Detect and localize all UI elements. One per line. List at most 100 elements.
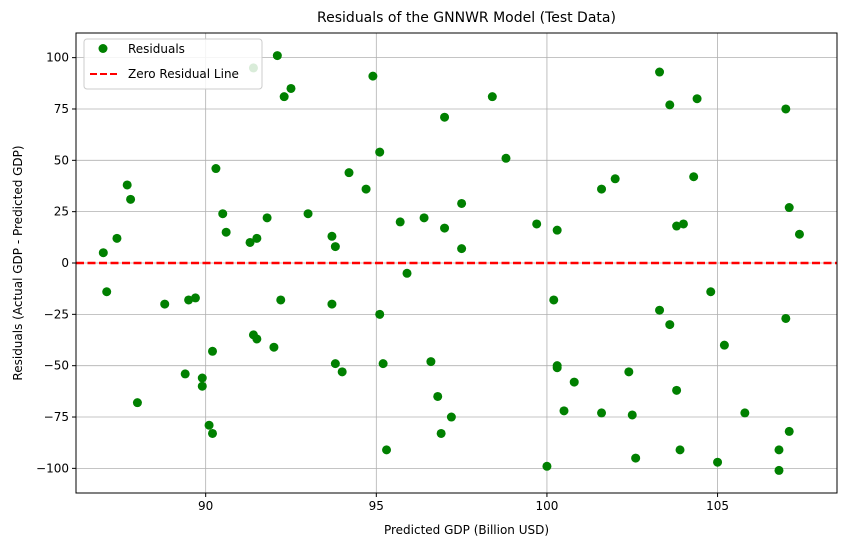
residual-point [180,369,190,379]
residual-point [774,465,784,475]
residual-point [190,293,200,303]
x-axis-ticks: 90 95 100 105 [198,493,729,513]
residual-point [713,457,723,467]
residual-point [252,233,262,243]
residual-point [276,295,286,305]
residual-point [440,223,450,233]
residual-point [552,225,562,235]
residual-point [395,217,405,227]
residual-point [784,426,794,436]
residual-point [542,461,552,471]
y-tick-label: 0 [61,256,69,270]
legend-marker-residuals [98,44,108,53]
residual-point [719,340,729,350]
residual-point [126,194,136,204]
y-tick-label: 50 [54,153,69,167]
residual-point [665,320,675,330]
residual-point [211,164,221,174]
legend-label-residuals: Residuals [128,42,185,56]
legend-label-zero-line: Zero Residual Line [128,67,239,81]
residual-point [197,373,207,383]
residual-point [624,367,634,377]
residual-point [375,147,385,157]
residual-point [327,299,337,309]
residual-point [627,410,637,420]
residual-point [692,94,702,104]
residual-point [269,342,279,352]
residual-point [272,51,282,61]
y-tick-label: −25 [44,307,69,321]
x-tick-label: 100 [535,499,558,513]
residual-point [784,203,794,213]
residual-point [197,381,207,391]
residual-point [457,198,467,208]
residual-point [204,420,214,430]
residual-point [262,213,272,223]
residual-point [252,334,262,344]
residual-point [160,299,170,309]
residual-point [330,242,340,252]
residual-point [706,287,716,297]
residual-point [426,357,436,367]
residual-point [631,453,641,463]
residual-point [436,428,446,438]
residual-point [344,168,354,178]
legend: Residuals Zero Residual Line [83,38,263,90]
residual-point [457,244,467,254]
residual-point [112,233,122,243]
residual-point [794,229,804,239]
residual-point [446,412,456,422]
y-tick-label: −100 [36,461,69,475]
residual-point [597,408,607,418]
residual-point [303,209,313,219]
residual-point [419,213,429,223]
residual-point [122,180,132,190]
residual-point [781,313,791,323]
residual-point [378,359,388,369]
y-tick-label: −50 [44,359,69,373]
residual-point [132,398,142,408]
residual-point [368,71,378,81]
residual-point [102,287,112,297]
x-tick-label: 105 [706,499,729,513]
residual-point [655,67,665,77]
chart-title: Residuals of the GNNWR Model (Test Data) [317,10,616,26]
residual-point [433,391,443,401]
residual-point [672,385,682,395]
residual-point [689,172,699,182]
residual-point [218,209,228,219]
residual-point [675,445,685,455]
residual-point [559,406,569,416]
residual-point [501,153,511,163]
residual-point [440,112,450,122]
residual-point [98,248,108,258]
residual-point [361,184,371,194]
residual-point [327,231,337,241]
residual-point [221,227,231,237]
residual-point [245,237,255,247]
x-axis-label: Predicted GDP (Billion USD) [384,523,549,537]
residual-point [678,219,688,229]
residual-point [337,367,347,377]
x-tick-label: 90 [198,499,213,513]
residual-point [184,295,194,305]
y-tick-label: −75 [44,410,69,424]
residual-point [532,219,542,229]
residual-point [610,174,620,184]
residual-point [665,100,675,110]
residual-point [375,309,385,319]
residual-point [330,359,340,369]
residual-point [549,295,559,305]
residual-point [781,104,791,114]
residual-point [382,445,392,455]
residual-points [98,51,804,475]
residual-point [487,92,497,102]
x-tick-label: 95 [369,499,384,513]
residual-point [208,428,218,438]
y-tick-label: 100 [46,51,69,65]
residual-point [740,408,750,418]
residual-point [655,305,665,315]
residual-point [286,83,296,93]
y-axis-label: Residuals (Actual GDP - Predicted GDP) [11,145,25,380]
y-tick-label: 25 [54,205,69,219]
